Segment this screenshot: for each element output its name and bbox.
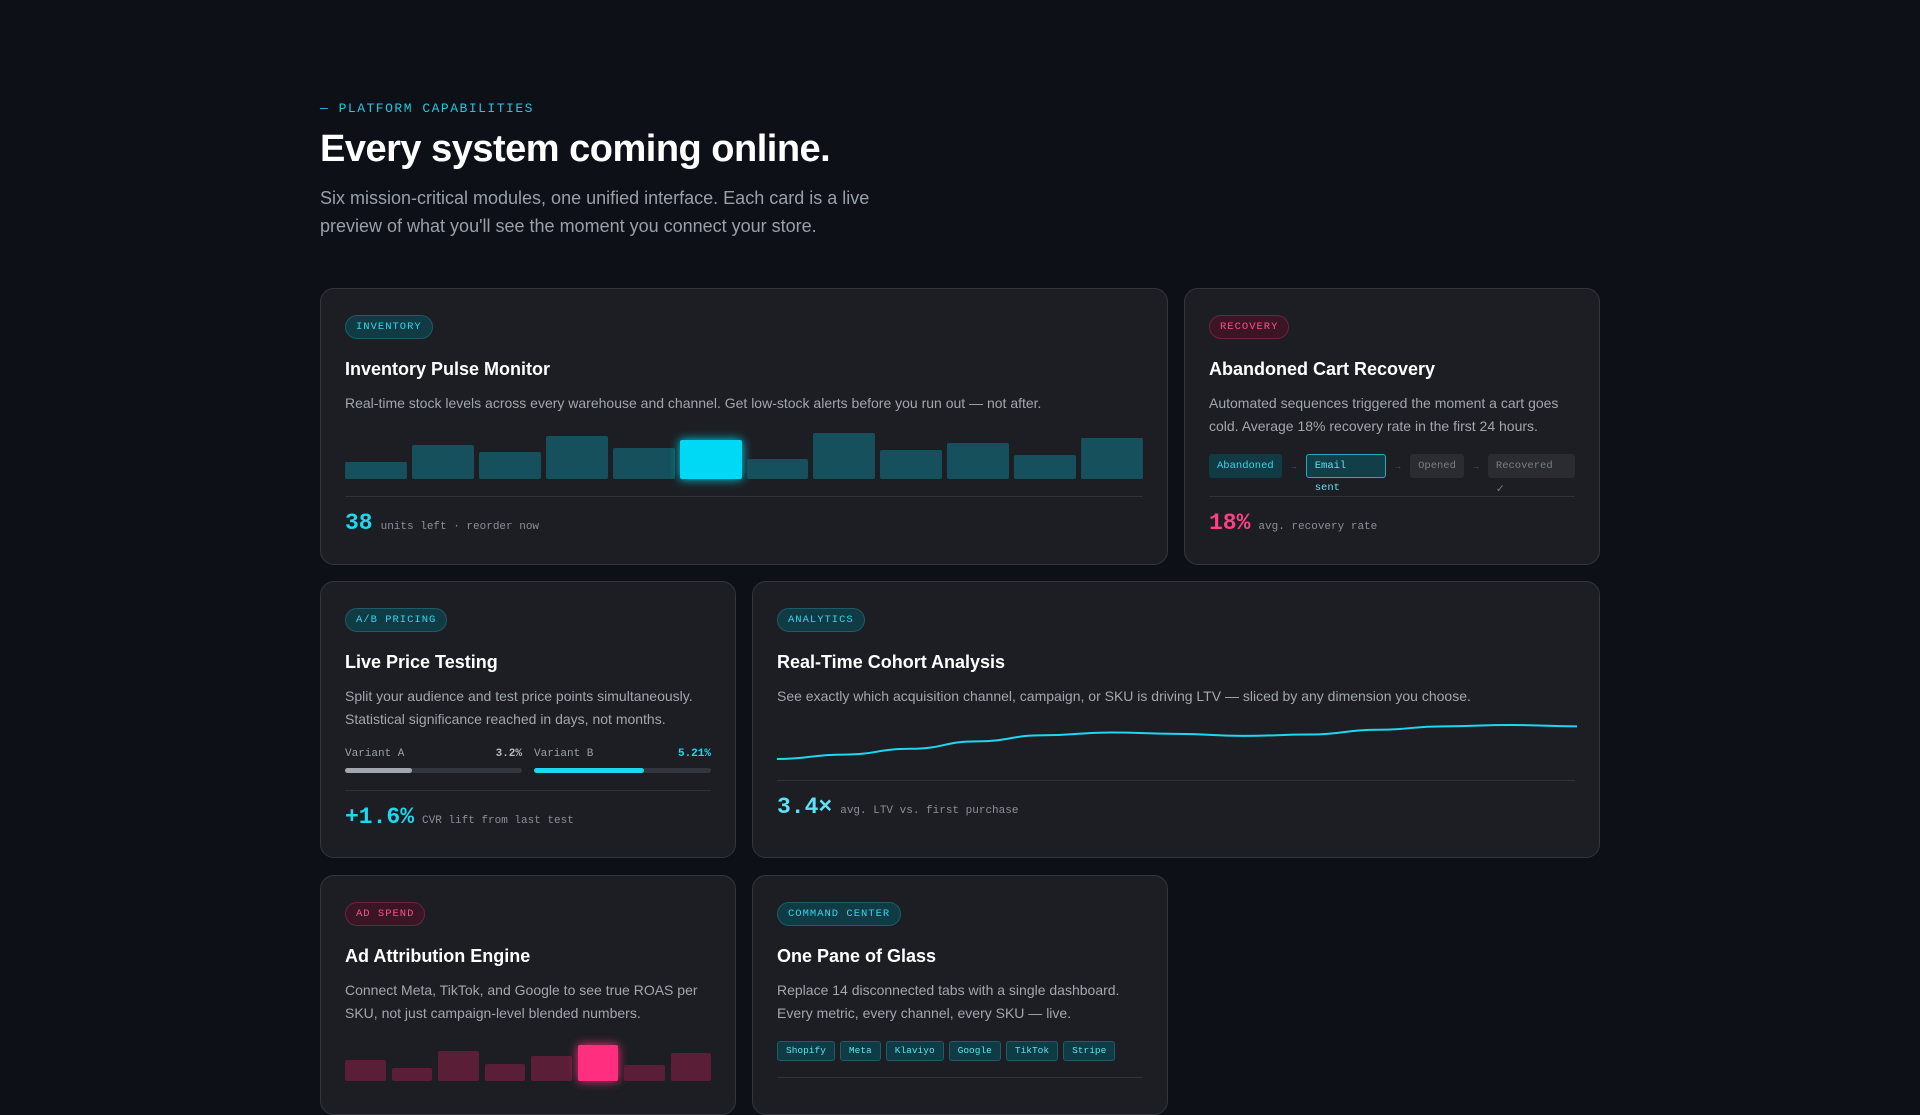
inventory-bar (813, 433, 876, 479)
analytics-title: Real-Time Cohort Analysis (777, 652, 1006, 672)
arrow-icon: → (1289, 461, 1298, 471)
adspend-card[interactable]: AD SPEND Ad Attribution Engine Connect M… (320, 875, 736, 1115)
step-opened: Opened (1410, 454, 1464, 478)
recovery-badge: RECOVERY (1209, 315, 1290, 339)
tag-stripe: Stripe (1063, 1041, 1116, 1061)
inventory-stat-label: units left · reorder now (380, 521, 540, 533)
adspend-bar (391, 1068, 432, 1081)
inventory-bar (746, 458, 809, 479)
analytics-divider (777, 780, 1575, 781)
command-description: Replace 14 disconnected tabs with a sing… (777, 982, 1120, 1021)
pricing-card[interactable]: A/B PRICING Live Price Testing Split you… (320, 581, 736, 858)
pricing-variants: Variant A 3.2% Variant B 5.21% (345, 748, 711, 773)
section-eyebrow: — PLATFORM CAPABILITIES (320, 101, 534, 116)
recovery-title: Abandoned Cart Recovery (1209, 359, 1436, 379)
pricing-stat-value: +1.6% (345, 804, 415, 830)
recovery-stat: 18% avg. recovery rate (1209, 510, 1377, 536)
variant-b-fill (534, 768, 644, 773)
analytics-stat-label: avg. LTV vs. first purchase (840, 805, 1019, 817)
arrow-icon: → (1471, 461, 1480, 471)
pricing-divider (345, 790, 711, 791)
variant-b-track (534, 768, 711, 773)
pricing-badge: A/B PRICING (345, 608, 448, 632)
analytics-stat-value: 3.4× (777, 794, 833, 820)
inventory-bar (411, 444, 474, 479)
pricing-stat-label: CVR lift from last test (422, 815, 574, 827)
variant-a-value: 3.2% (495, 748, 522, 760)
tag-google: Google (948, 1041, 1001, 1061)
adspend-bar (438, 1051, 479, 1081)
inventory-stat-value: 38 (345, 510, 373, 536)
recovery-flow: Abandoned → Email sent → Opened → Recove… (1209, 454, 1575, 496)
variant-b-label: Variant B (534, 748, 594, 760)
adspend-badge: AD SPEND (345, 902, 426, 926)
recovery-divider (1209, 496, 1575, 497)
inventory-stat: 38 units left · reorder now (345, 510, 539, 536)
inventory-bar (478, 451, 541, 479)
section-subtitle: Six mission-critical modules, one unifie… (320, 188, 870, 236)
recovery-stat-value: 18% (1209, 510, 1251, 536)
step-email-sent: Email sent (1305, 454, 1387, 494)
tag-meta: Meta (839, 1041, 881, 1061)
recovery-stat-label: avg. recovery rate (1258, 521, 1378, 533)
tag-klaviyo: Klaviyo (885, 1041, 944, 1061)
adspend-bar (531, 1055, 572, 1081)
inventory-card[interactable]: INVENTORY Inventory Pulse Monitor Real-t… (320, 288, 1168, 565)
pricing-title: Live Price Testing (345, 652, 498, 672)
adspend-bar (624, 1064, 665, 1081)
command-card[interactable]: COMMAND CENTER One Pane of Glass Replace… (752, 875, 1168, 1115)
inventory-bar (1081, 438, 1144, 479)
inventory-bar (880, 450, 943, 479)
tag-tiktok: TikTok (1005, 1041, 1059, 1061)
inventory-bar (345, 461, 407, 479)
inventory-divider (345, 496, 1143, 497)
adspend-bar (345, 1060, 386, 1081)
analytics-stat: 3.4× avg. LTV vs. first purchase (777, 794, 1018, 820)
adspend-bar (577, 1045, 618, 1081)
analytics-description: See exactly which acquisition channel, c… (777, 688, 1471, 704)
variant-a-label: Variant A (345, 748, 405, 760)
inventory-bar (679, 439, 742, 479)
command-divider (777, 1077, 1143, 1078)
tag-shopify: Shopify (777, 1041, 835, 1061)
inventory-bar (1014, 455, 1077, 479)
pricing-stat: +1.6% CVR lift from last test (345, 804, 574, 830)
inventory-bar-chart (345, 433, 1144, 479)
recovery-card[interactable]: RECOVERY Abandoned Cart Recovery Automat… (1184, 288, 1600, 565)
integration-tags: Shopify Meta Klaviyo Google TikTok Strip… (777, 1041, 1143, 1061)
adspend-bar-chart (345, 1045, 711, 1081)
analytics-badge: ANALYTICS (777, 608, 865, 632)
inventory-bar (947, 443, 1010, 479)
inventory-title: Inventory Pulse Monitor (345, 359, 551, 379)
variant-a-fill (345, 768, 413, 773)
analytics-card[interactable]: ANALYTICS Real-Time Cohort Analysis See … (752, 581, 1600, 858)
command-title: One Pane of Glass (777, 946, 937, 966)
variant-a: Variant A 3.2% (345, 748, 522, 773)
pricing-description: Split your audience and test price point… (345, 688, 693, 727)
variant-b-value: 5.21% (677, 748, 711, 760)
inventory-description: Real-time stock levels across every ware… (345, 395, 1042, 411)
variant-a-track (345, 768, 522, 773)
adspend-bar (484, 1063, 525, 1081)
cohort-trend-line (777, 723, 1577, 760)
inventory-badge: INVENTORY (345, 315, 433, 339)
inventory-bar (545, 436, 608, 479)
trend-path (777, 723, 1577, 760)
step-abandoned: Abandoned (1209, 454, 1282, 478)
adspend-description: Connect Meta, TikTok, and Google to see … (345, 982, 698, 1021)
inventory-bar (612, 448, 675, 479)
variant-b: Variant B 5.21% (534, 748, 711, 773)
section-title: Every system coming online. (320, 128, 831, 170)
adspend-title: Ad Attribution Engine (345, 946, 531, 966)
recovery-description: Automated sequences triggered the moment… (1209, 395, 1559, 434)
adspend-bar (670, 1053, 711, 1081)
command-badge: COMMAND CENTER (777, 902, 902, 926)
step-recovered: Recovered ✓ (1487, 454, 1575, 496)
arrow-icon: → (1394, 461, 1403, 471)
